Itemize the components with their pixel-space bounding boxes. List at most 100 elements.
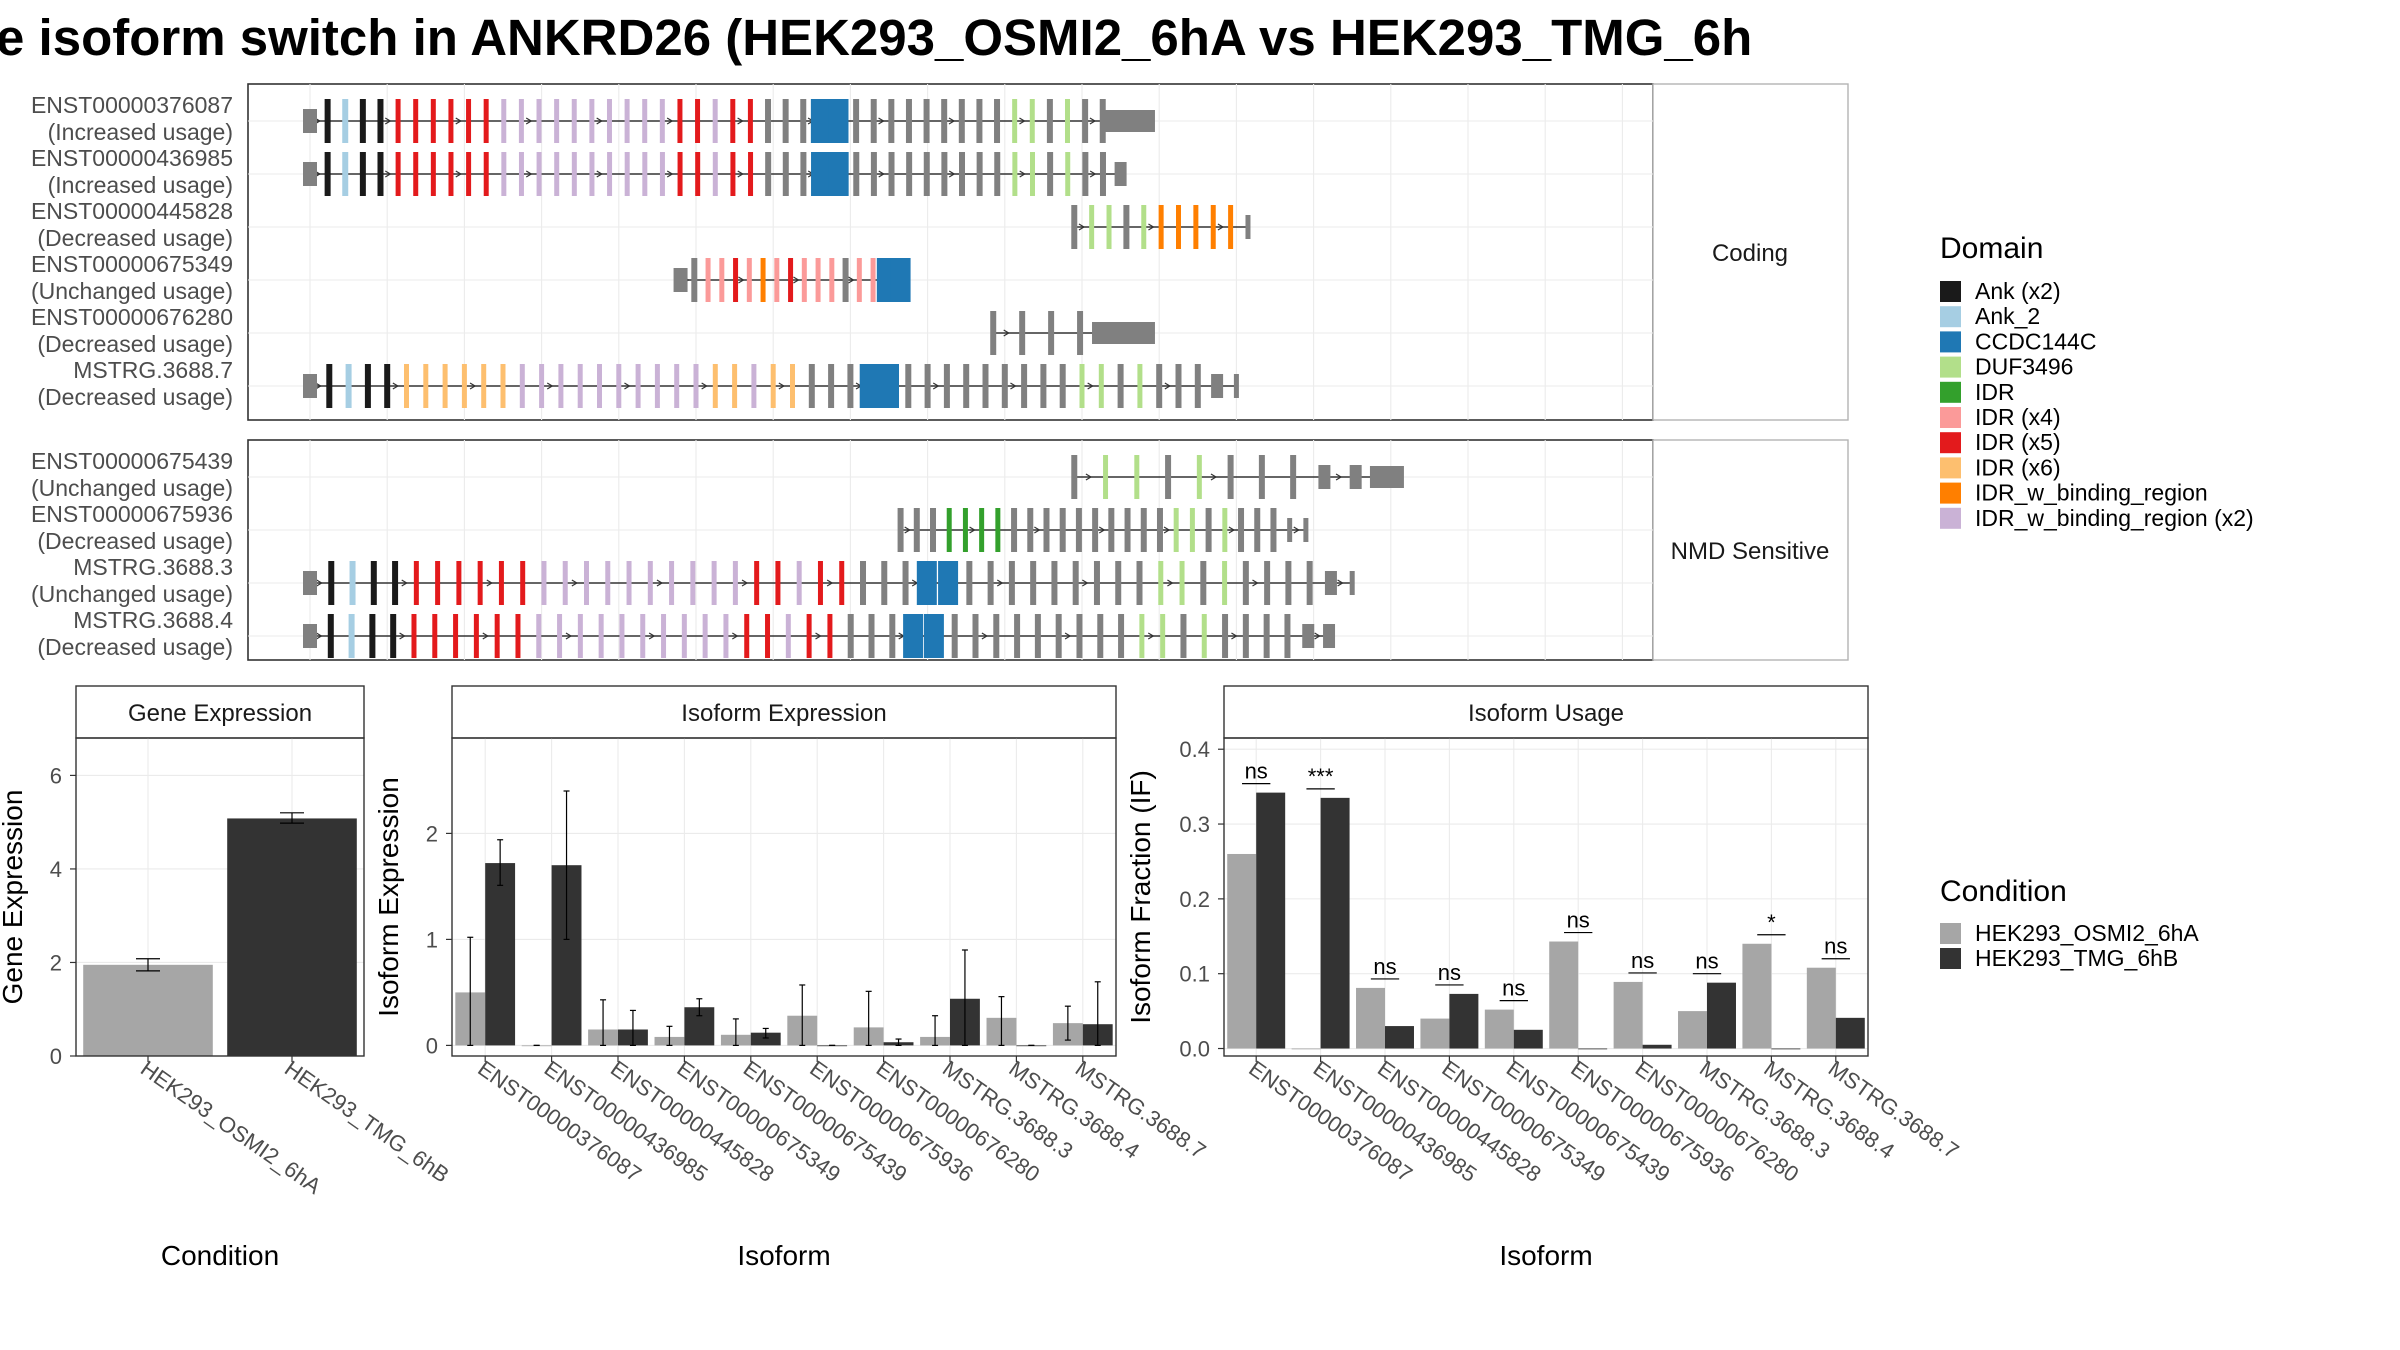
strand-arrow [1019,117,1026,125]
strand-arrow [732,632,739,640]
expression-bar-panels: Gene Expression0246HEK293_OSMI2_6hAHEK29… [0,685,1963,1271]
exon-block [500,364,506,408]
exon-block [815,258,821,302]
exon-block [888,152,895,196]
exon-block [647,561,653,605]
exon-block [303,109,317,133]
strand-arrow [1148,223,1155,231]
transcript-usage-label: (Unchanged usage) [31,278,233,304]
exon-block [659,99,665,143]
exon-block [702,614,708,658]
exon-block [661,614,667,658]
strand-arrow [315,382,322,390]
strand-arrow [701,382,708,390]
legend-label: Ank_2 [1975,303,2040,329]
bar [1513,1029,1543,1049]
significance-label: ns [1373,954,1396,979]
strand-arrow [1064,632,1072,640]
legend-swatch [1940,331,1961,353]
exon-block [681,614,687,658]
exon-block [1303,518,1309,542]
transcript-id-label: MSTRG.3688.4 [73,607,233,633]
exon-block [765,614,771,658]
exon-block [642,99,648,143]
exon-block [501,99,507,143]
significance-label: ns [1631,948,1654,973]
exon-block [902,561,909,605]
bar [1806,967,1836,1049]
significance-label: ns [1567,908,1590,933]
strand-arrow [848,276,855,284]
strand-arrow [525,117,533,125]
exon-block [1079,364,1085,408]
exon-block [1285,561,1292,605]
exon-block [1082,152,1089,196]
exon-block [364,364,371,408]
exon-block [1030,561,1037,605]
exon-block [897,508,904,552]
exon-block [669,561,675,605]
exon-block [1222,561,1228,605]
condition-legend-title: Condition [1940,875,2067,908]
exon-block [1076,614,1083,658]
bar [1771,1048,1801,1050]
exon-block [1059,364,1066,408]
exon-block [860,561,867,605]
exon-block [712,364,718,408]
error-bar [932,1015,939,1047]
exon-block [624,99,630,143]
exon-block [1238,508,1245,552]
exon-block [905,99,912,143]
exon-block [760,258,766,302]
exon-block [597,364,602,408]
strand-arrow [1089,170,1097,178]
exon-block [606,99,612,143]
bar [1484,1009,1514,1049]
exon-block [494,614,500,658]
exon-block [993,614,1000,658]
exon-block [1114,162,1127,186]
legend-label: DUF3496 [1975,354,2073,380]
bar-panel-1: Isoform Expression012ENST00000376087ENST… [373,685,1210,1271]
exon-block [1263,614,1270,658]
exon-block [1115,561,1122,605]
exon-block [982,364,989,408]
bar-panel-2: Isoform Usage0.00.10.20.30.4ENST00000376… [1125,685,1963,1271]
transcript-ENST00000436985: ENST00000436985(Increased usage) [31,145,1653,198]
exon-block [817,561,823,605]
exon-block [788,258,794,302]
strand-arrow [981,632,989,640]
exon-block [1071,455,1078,499]
exon-block [1012,99,1018,143]
y-tick-label: 4 [50,857,62,882]
exon-block [1082,99,1089,143]
exon-block [853,99,860,143]
significance-label: * [1767,910,1776,935]
exon-block [1092,508,1099,552]
transcript-id-label: ENST00000676280 [31,304,233,330]
exon-block [879,364,899,408]
bar [1385,1026,1414,1049]
bar [1320,797,1350,1049]
exon-block [870,258,876,302]
exon-block [536,614,542,658]
exon-block [796,561,802,605]
strand-arrow [1034,526,1041,534]
exon-block [775,561,781,605]
strand-arrow [1293,526,1300,534]
exon-block [959,152,966,196]
strand-arrow [738,276,745,284]
exon-block [640,614,646,658]
exon-block [976,99,983,143]
error-bar [136,958,160,972]
exon-block [1040,364,1047,408]
exon-block [746,258,752,302]
strand-arrow [1078,223,1086,231]
exon-block [808,364,815,408]
strand-arrow [596,117,603,125]
exon-block [1034,614,1041,658]
exon-block [770,364,776,408]
strip-box [1652,83,1849,421]
exon-block [1258,455,1265,499]
